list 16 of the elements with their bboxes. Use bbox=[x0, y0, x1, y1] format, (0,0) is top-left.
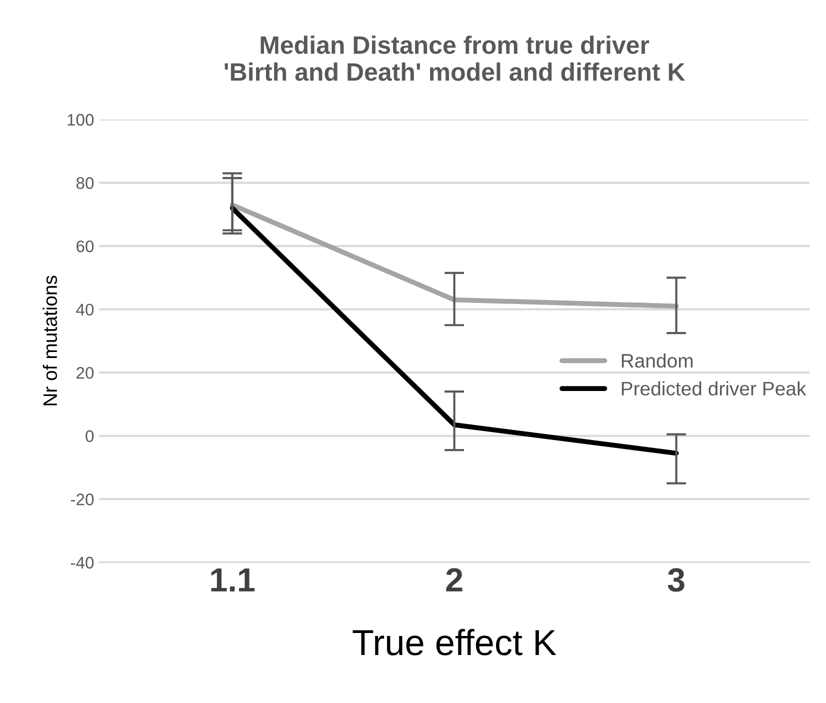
legend-label: Predicted driver Peak bbox=[622, 381, 806, 396]
y-tick-label: -20 bbox=[70, 494, 94, 506]
x-axis-title: True effect K bbox=[352, 628, 556, 656]
y-tick-label: 0 bbox=[86, 430, 94, 442]
x-tick-label: 1.1 bbox=[211, 568, 255, 592]
legend-label: Random bbox=[622, 353, 693, 368]
x-tick-label: 3 bbox=[668, 568, 684, 592]
y-tick-label: 100 bbox=[68, 114, 94, 126]
y-axis-title: Nr of mutations bbox=[42, 276, 58, 406]
x-tick-label: 2 bbox=[446, 568, 462, 592]
y-tick-label: 40 bbox=[76, 304, 94, 316]
y-tick-label: 60 bbox=[76, 240, 94, 252]
chart-title: Median Distance from true driver 'Birth and Death' model and different K bbox=[224, 36, 686, 81]
y-tick-label: 20 bbox=[76, 366, 94, 379]
y-tick-label: -40 bbox=[70, 556, 94, 569]
y-tick-label: 80 bbox=[76, 177, 94, 189]
